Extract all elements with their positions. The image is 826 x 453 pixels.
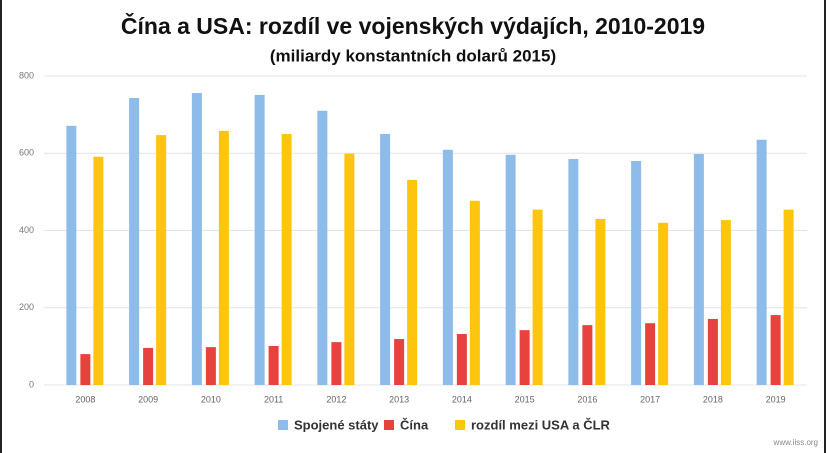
x-tick-label: 2018 [703,394,723,404]
x-tick-label: 2017 [640,394,660,404]
bar [205,347,216,385]
bar [519,330,530,385]
x-tick-label: 2016 [577,394,597,404]
bar [407,179,418,385]
bar [595,218,606,385]
bar [456,334,467,385]
bar [156,135,167,385]
bar [658,222,669,385]
bar [756,139,767,385]
bar [129,98,140,386]
chart-subtitle: (miliardy konstantních dolarů 2015) [270,46,556,65]
bar [707,318,718,385]
bar [380,133,391,385]
bar [770,315,781,385]
bar [568,159,579,385]
x-tick-label: 2012 [326,394,346,404]
legend-label: rozdíl mezi USA a ČLR [471,417,611,432]
bar [720,220,731,385]
x-tick-label: 2009 [138,394,158,404]
y-tick-label: 600 [19,148,34,158]
bar [442,149,453,385]
bar [143,347,154,385]
bar [218,130,229,385]
bar [331,342,342,385]
x-tick-label: 2014 [452,394,472,404]
bar [645,323,656,385]
legend-label: Spojené státy [294,417,379,432]
bar [80,354,91,385]
chart-title: Čína a USA: rozdíl ve vojenských výdajíc… [121,12,705,39]
bar [268,345,279,385]
x-tick-label: 2015 [515,394,535,404]
x-tick-label: 2008 [75,394,95,404]
legend-swatch [278,420,288,430]
bar [631,160,642,385]
bar [254,94,265,386]
legend-swatch [384,420,394,430]
bar [281,133,292,385]
bar [505,154,516,385]
x-tick-label: 2013 [389,394,409,404]
x-tick-label: 2010 [201,394,221,404]
legend-label: Čína [400,417,429,432]
bar [344,153,355,385]
bar [93,156,104,385]
bar [582,325,593,385]
bar [394,339,405,385]
bar [317,110,328,385]
y-tick-label: 400 [19,225,34,235]
bar [532,209,543,385]
legend-swatch [455,420,465,430]
bar [693,154,704,385]
bar [66,125,77,386]
source: www.iiss.org [773,438,818,447]
x-tick-label: 2019 [766,394,786,404]
y-tick-label: 0 [29,379,34,389]
bar [469,200,480,385]
bar [191,92,202,386]
y-tick-label: 200 [19,302,34,312]
x-tick-label: 2011 [264,394,283,404]
y-tick-label: 800 [19,70,34,80]
bar [783,209,794,385]
